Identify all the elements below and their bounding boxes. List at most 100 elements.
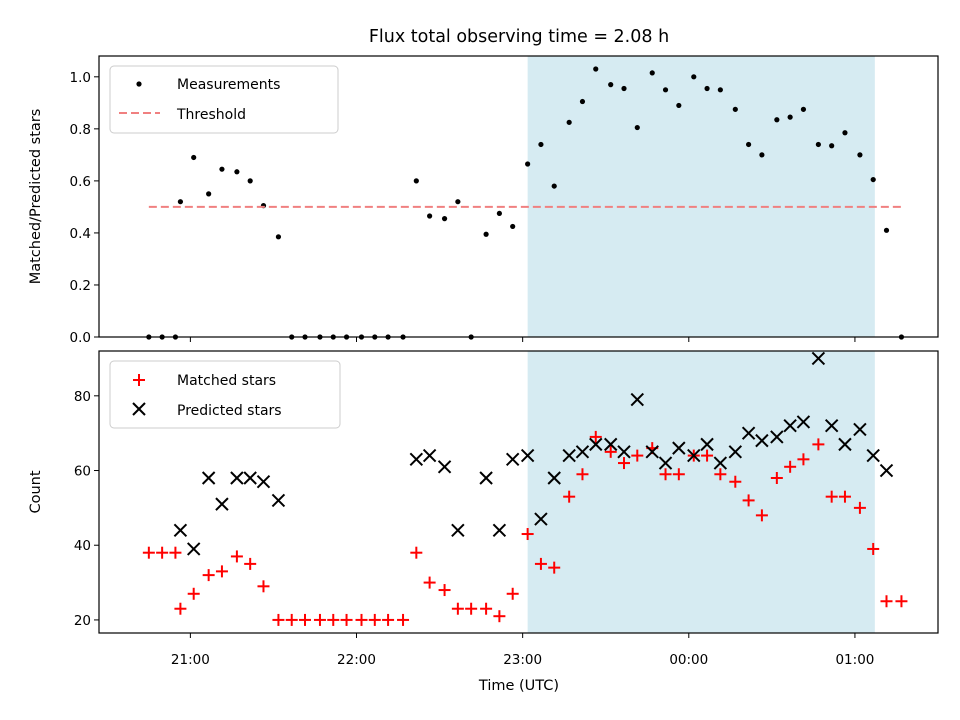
- matched-stars-point: [340, 613, 353, 626]
- predicted-stars-point: [770, 430, 784, 444]
- matched-stars-point: [534, 557, 547, 570]
- predicted-stars-point: [437, 460, 452, 474]
- top-y-axis: 0.0 0.2 0.4 0.6 0.8 1.0: [70, 70, 856, 346]
- matched-stars-point: [257, 580, 270, 593]
- predicted-stars-point: [505, 452, 520, 467]
- matched-stars-point: [397, 613, 410, 626]
- predicted-stars-point: [838, 437, 852, 452]
- measurements-point: [608, 82, 614, 88]
- predicted-stars-point: [243, 471, 257, 485]
- measurements-point: [746, 141, 752, 148]
- matched-stars-point: [880, 595, 893, 608]
- predicted-stars-point: [534, 512, 548, 526]
- matched-stars-point: [451, 602, 464, 615]
- measurements-point: [483, 231, 489, 237]
- predicted-stars-point: [713, 456, 728, 470]
- matched-stars-point: [729, 475, 742, 488]
- measurements-point: [191, 154, 197, 161]
- legend-measurements-marker: [136, 81, 142, 87]
- predicted-stars-point: [755, 433, 769, 448]
- y-tick-label: 20: [74, 613, 91, 629]
- y-tick-label: 0.0: [70, 330, 91, 346]
- measurements-point: [800, 106, 807, 112]
- predicted-stars-point: [173, 523, 188, 537]
- measurements-point: [717, 87, 723, 93]
- top-y-axis-label: Matched/Predicted stars: [28, 109, 44, 285]
- matched-stars-point: [313, 613, 326, 626]
- predicted-stars-point: [603, 437, 618, 452]
- matched-stars-point: [438, 584, 451, 597]
- predicted-stars-point: [422, 448, 437, 463]
- measurements-point: [704, 85, 710, 92]
- y-tick-label: 40: [74, 538, 91, 554]
- predicted-stars-point: [866, 448, 880, 463]
- measurements-point: [538, 141, 544, 148]
- measurements-point: [247, 178, 253, 184]
- matched-stars-point: [812, 438, 825, 451]
- measurements-point: [883, 227, 890, 233]
- measurements-point: [691, 74, 697, 80]
- measurements-point: [787, 114, 793, 120]
- matched-stars-point: [895, 595, 908, 608]
- bottom-y-axis-label: Count: [28, 470, 44, 513]
- predicted-stars-point: [687, 448, 701, 463]
- matched-stars-point: [272, 613, 285, 626]
- chart-title: Flux total observing time = 2.08 h: [369, 27, 669, 47]
- predicted-stars-point: [479, 471, 493, 485]
- matched-stars-point: [230, 550, 243, 563]
- predicted-stars-point: [492, 523, 507, 537]
- measurements-point: [829, 143, 835, 149]
- measurements-point: [870, 176, 876, 183]
- matched-stars-point: [423, 576, 436, 589]
- legend-predicted-marker: [132, 402, 146, 416]
- predicted-stars-point: [672, 441, 686, 455]
- matched-stars-point: [631, 449, 644, 462]
- predicted-stars-point: [271, 493, 286, 508]
- matched-stars-point: [202, 569, 215, 582]
- measurements-point: [496, 210, 502, 217]
- predicted-stars-point: [853, 422, 867, 437]
- x-axis: 21:00 22:00 23:00 00:00 01:00: [171, 652, 874, 668]
- bottom-legend-box: [109, 360, 341, 429]
- matched-stars-point: [659, 468, 672, 481]
- legend-measurements-label: Measurements: [177, 77, 280, 93]
- y-tick-label: 1.0: [70, 70, 91, 86]
- matched-stars-point: [604, 445, 617, 458]
- matched-stars-point: [174, 602, 187, 615]
- measurements-point: [634, 124, 640, 131]
- bottom-panel: 20 40 60 80 Count Matched stars Predicted s…: [28, 350, 939, 638]
- predicted-stars-point: [741, 426, 756, 440]
- matched-stars-point: [589, 430, 602, 443]
- predicted-stars-point: [617, 445, 631, 459]
- x-tick-label: 00:00: [669, 652, 708, 668]
- y-tick-label: 80: [74, 389, 91, 405]
- matched-stars-point: [548, 561, 561, 574]
- legend-matched-marker: [133, 374, 145, 386]
- legend-predicted-label: Predicted stars: [177, 403, 282, 419]
- matched-stars-point: [867, 542, 880, 555]
- y-tick-label: 0.4: [70, 226, 91, 242]
- matched-stars-point: [187, 587, 200, 600]
- measurements-point: [177, 199, 184, 205]
- predicted-stars-point: [256, 475, 271, 489]
- matched-stars-point: [672, 468, 685, 481]
- matched-stars-point: [169, 546, 182, 559]
- top-legend: Measurements Threshold: [109, 65, 339, 134]
- matched-stars-point: [299, 613, 312, 626]
- measurements-point: [206, 191, 212, 197]
- y-tick-label: 0.8: [70, 122, 91, 138]
- matched-stars-point: [797, 453, 810, 466]
- measurements-point: [676, 102, 682, 109]
- matched-stars-point: [410, 546, 423, 559]
- measurements-point: [427, 213, 433, 219]
- matched-stars-point: [714, 468, 727, 481]
- predicted-stars-point: [645, 445, 659, 459]
- matched-stars-point: [285, 613, 298, 626]
- predicted-stars-point: [230, 471, 244, 485]
- measurements-point: [234, 169, 240, 175]
- matched-stars-point: [617, 457, 630, 470]
- x-tick-label: 01:00: [835, 652, 874, 668]
- predicted-stars-point: [215, 497, 229, 511]
- matched-stars-point: [506, 587, 519, 600]
- matched-stars-point: [156, 546, 169, 559]
